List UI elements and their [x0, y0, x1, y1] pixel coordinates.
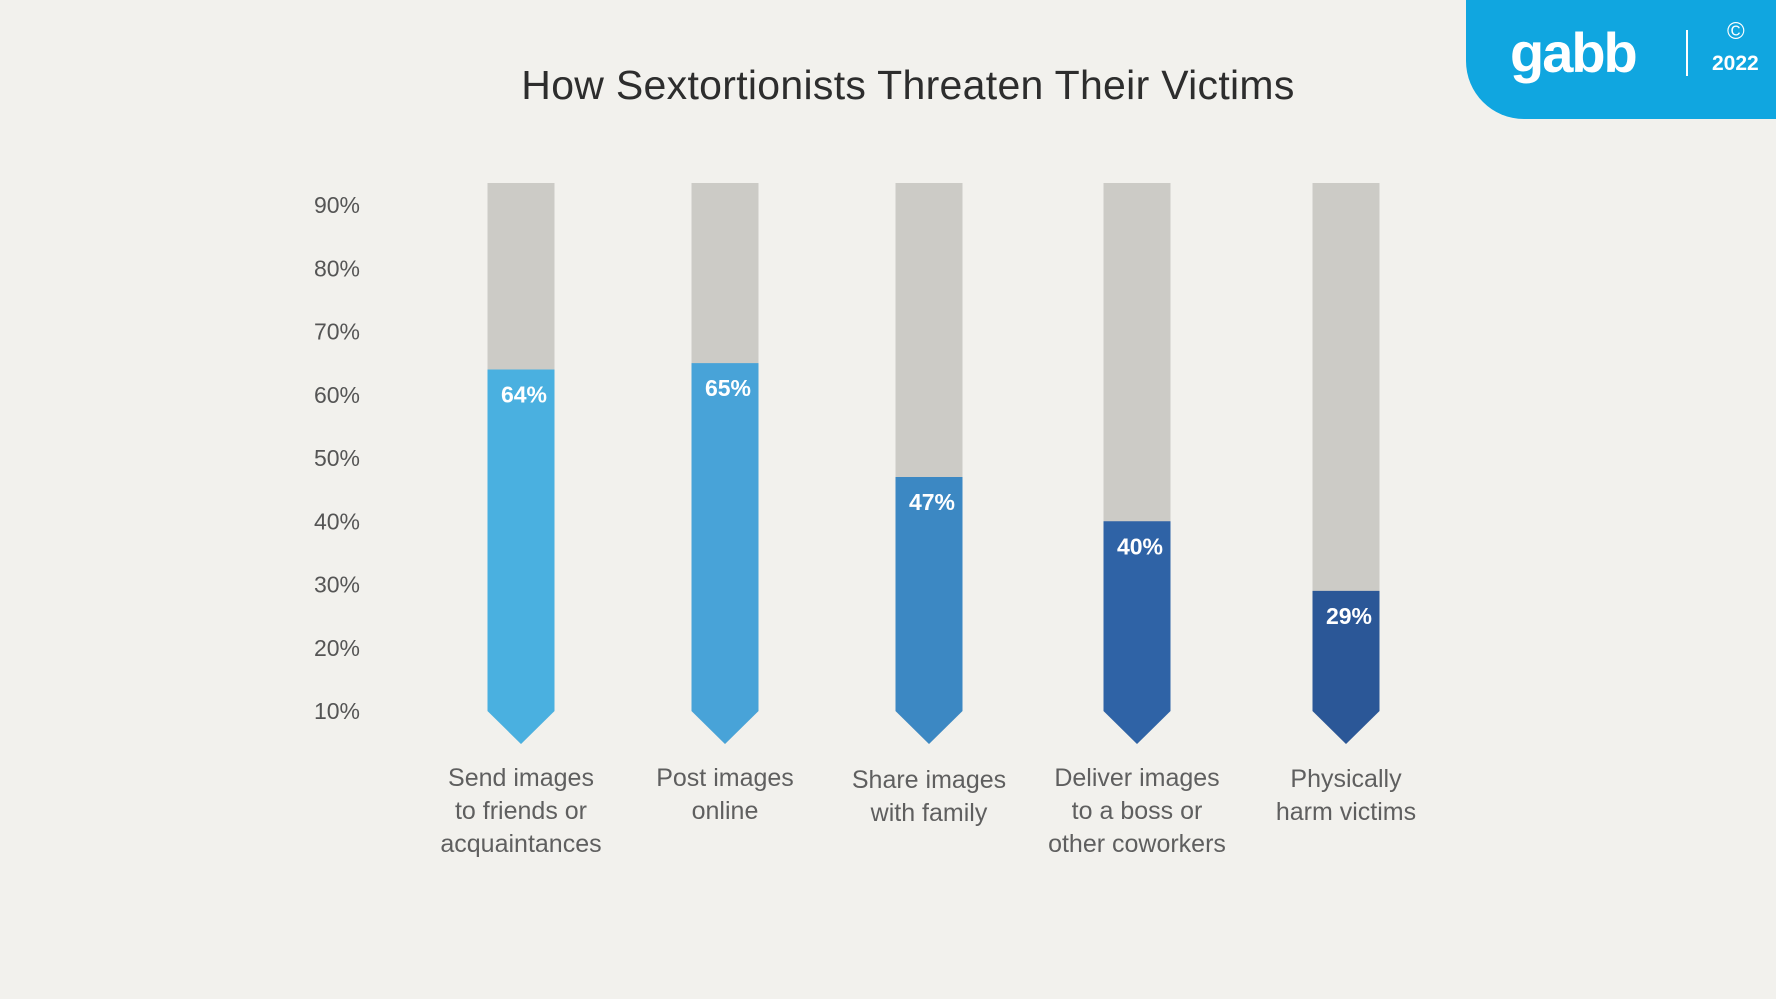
- category-label-line: Post images: [656, 764, 794, 792]
- category-label: Physically harm victims: [1236, 763, 1456, 829]
- copyright-year: 2022: [1712, 52, 1759, 75]
- y-tick-label: 70%: [314, 319, 360, 345]
- y-tick-label: 10%: [314, 698, 360, 724]
- brand-logo: gabb: [1510, 21, 1638, 84]
- bar: [487, 369, 555, 744]
- category-label-line: Send images: [448, 764, 594, 792]
- bar: [691, 363, 759, 744]
- category-label-line: to a boss or: [1071, 797, 1203, 825]
- copyright-icon: ©: [1727, 18, 1745, 45]
- bar: [1103, 521, 1171, 744]
- category-label-line: harm victims: [1275, 798, 1417, 826]
- category-label-line: online: [691, 797, 759, 825]
- category-label: Send images to friends or acquaintances: [411, 762, 631, 861]
- category-label-line: acquaintances: [440, 830, 602, 858]
- y-tick-label: 90%: [314, 192, 360, 218]
- bar-value-label: 65%: [705, 375, 751, 401]
- bar-value-label: 64%: [501, 381, 547, 407]
- category-label-line: Deliver images: [1054, 764, 1220, 792]
- y-tick-label: 20%: [314, 635, 360, 661]
- category-label-line: with family: [870, 799, 988, 827]
- bar-value-label: 47%: [909, 489, 955, 515]
- category-label-line: Share images: [851, 766, 1007, 794]
- category-label: Share images with family: [819, 764, 1039, 830]
- bar: [895, 476, 963, 744]
- chart-title: How Sextortionists Threaten Their Victim…: [521, 62, 1295, 108]
- y-tick-label: 30%: [314, 572, 360, 598]
- y-tick-label: 80%: [314, 255, 360, 281]
- bar-value-label: 29%: [1326, 603, 1372, 629]
- y-tick-label: 50%: [314, 445, 360, 471]
- bar: [1312, 590, 1380, 744]
- y-tick-label: 60%: [314, 382, 360, 408]
- category-label-line: other coworkers: [1048, 830, 1226, 858]
- category-label-line: to friends or: [454, 797, 587, 825]
- badge-divider: [1686, 30, 1688, 76]
- category-label: Deliver images to a boss or other coworker…: [1027, 762, 1247, 861]
- brand-badge: [1466, 0, 1776, 119]
- y-tick-label: 40%: [314, 508, 360, 534]
- category-label-line: Physically: [1290, 765, 1402, 793]
- category-label: Post images online: [615, 762, 835, 828]
- bar-value-label: 40%: [1117, 533, 1163, 559]
